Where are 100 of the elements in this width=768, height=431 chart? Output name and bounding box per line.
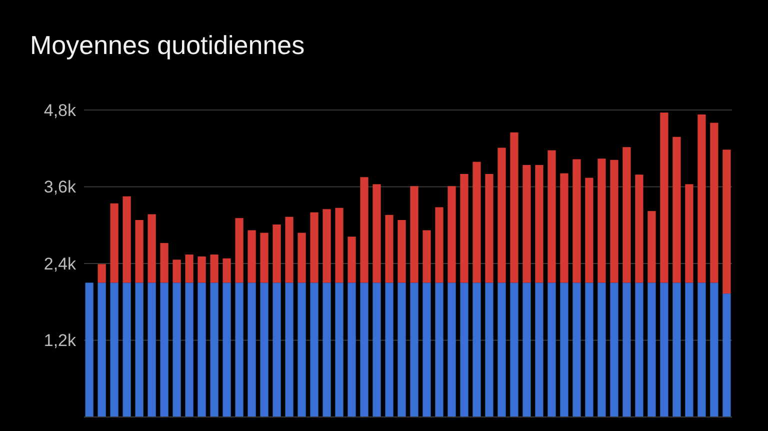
bar <box>348 236 356 283</box>
bar <box>435 282 444 417</box>
bar <box>272 224 281 283</box>
bar <box>598 158 606 283</box>
bar <box>622 147 631 283</box>
bar <box>222 282 231 417</box>
bar <box>460 174 468 283</box>
bar <box>635 174 644 283</box>
bar <box>448 282 456 417</box>
bar <box>310 212 318 283</box>
y-tick-label: 2,4k <box>44 254 76 274</box>
bar <box>472 162 481 283</box>
bar <box>348 282 356 417</box>
bar <box>722 294 731 417</box>
bar <box>235 282 244 417</box>
bar <box>585 282 594 417</box>
bar <box>222 258 231 283</box>
bar <box>122 196 131 283</box>
bar <box>522 282 531 417</box>
bar <box>510 132 518 283</box>
bar <box>160 243 168 283</box>
y-tick-label: 1,2k <box>44 331 76 350</box>
bar <box>685 282 694 417</box>
bar <box>498 282 506 417</box>
bar <box>610 160 618 283</box>
bar <box>148 214 156 283</box>
bar <box>398 282 406 417</box>
bar <box>398 220 406 283</box>
bar <box>672 282 681 417</box>
bar <box>298 282 306 417</box>
bar <box>172 260 181 283</box>
bar <box>560 173 568 283</box>
bar <box>472 282 481 417</box>
bar <box>185 282 194 417</box>
bar <box>698 282 706 417</box>
bar <box>548 150 556 283</box>
bar <box>385 214 394 283</box>
bar <box>648 211 656 283</box>
bar <box>198 256 206 283</box>
bar <box>335 282 344 417</box>
bar <box>660 112 668 283</box>
bar <box>410 186 418 283</box>
bar <box>235 218 244 283</box>
bar <box>210 254 218 283</box>
bar <box>160 282 168 417</box>
bar <box>372 184 381 283</box>
bar <box>635 282 644 417</box>
bar <box>248 282 256 417</box>
bar <box>660 282 668 417</box>
bar <box>548 282 556 417</box>
bar <box>198 282 206 417</box>
bar <box>285 216 294 283</box>
bar <box>210 282 218 417</box>
bar <box>722 150 731 294</box>
bar <box>598 282 606 417</box>
bar <box>298 232 306 283</box>
bar <box>322 282 331 417</box>
bar <box>522 165 531 283</box>
bar <box>422 230 431 283</box>
bar <box>460 282 468 417</box>
y-tick-label: 3,6k <box>44 178 76 197</box>
bar <box>148 282 156 417</box>
bar <box>710 282 718 417</box>
bar <box>260 232 268 283</box>
bar <box>435 207 444 283</box>
bar <box>560 282 568 417</box>
bar <box>360 177 368 283</box>
bar <box>622 282 631 417</box>
bar <box>85 282 94 417</box>
bar <box>685 184 694 283</box>
bar <box>410 282 418 417</box>
bar <box>360 282 368 417</box>
chart-title: Moyennes quotidiennes <box>30 30 305 60</box>
bar <box>322 209 331 283</box>
bar <box>498 148 506 283</box>
bar <box>710 122 718 283</box>
bar <box>572 159 581 283</box>
bar <box>385 282 394 417</box>
bar <box>610 282 618 417</box>
bar <box>672 136 681 283</box>
bar <box>110 282 118 417</box>
bar <box>572 282 581 417</box>
bar <box>98 282 106 417</box>
bar <box>98 264 106 283</box>
bar <box>335 208 344 283</box>
bar <box>485 282 494 417</box>
bar <box>510 282 518 417</box>
bar <box>485 174 494 283</box>
bar <box>448 186 456 283</box>
y-tick-label: 4,8k <box>44 100 76 120</box>
bar <box>110 203 118 283</box>
bar <box>372 282 381 417</box>
bar <box>135 220 144 283</box>
bar <box>535 165 544 283</box>
bar <box>585 178 594 283</box>
bar <box>285 282 294 417</box>
bar <box>248 230 256 283</box>
bar <box>535 282 544 417</box>
bar <box>310 282 318 417</box>
bar <box>422 282 431 417</box>
